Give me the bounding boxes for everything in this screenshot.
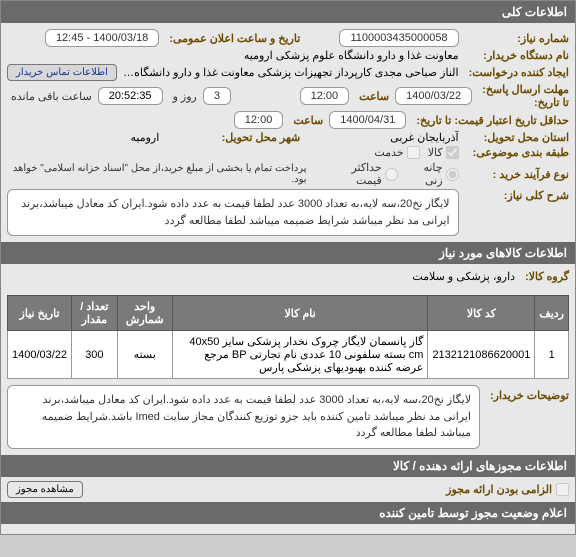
label-creator: ایجاد کننده درخواست: bbox=[465, 66, 569, 79]
label-deadline: مهلت ارسال پاسخ:تا تاریخ: bbox=[478, 83, 569, 109]
cell-date: 1400/03/22 bbox=[8, 331, 72, 379]
label-time-1: ساعت bbox=[355, 90, 389, 103]
value-deadline-date: 1400/03/22 bbox=[395, 87, 472, 105]
goods-service-radio: کالا خدمت bbox=[306, 146, 458, 159]
label-announce-dt: تاریخ و ساعت اعلان عمومی: bbox=[165, 32, 300, 45]
value-creator: الناز صباحی مجدی کارپرداز تجهیزات پزشکی … bbox=[123, 66, 459, 79]
process-radio: چانه زنی حداکثر قیمت پرداخت تمام یا بخشی… bbox=[7, 161, 459, 187]
table-row[interactable]: 1 2132121086620001 گاز پانسمان لایگاز چر… bbox=[8, 331, 569, 379]
cell-name: گاز پانسمان لایگاز چروک نخدار پزشکی سایز… bbox=[172, 331, 428, 379]
value-buyer-notes: لایگاز نخ20،سه لایه،به تعداد 3000 عدد لط… bbox=[7, 385, 480, 449]
section-header-supplier-status: اعلام وضعیت مجوز توسط تامین کننده bbox=[1, 502, 575, 524]
value-remain-days: 3 bbox=[203, 87, 231, 105]
radio-goods[interactable]: کالا bbox=[428, 146, 459, 159]
label-remain: ساعت باقی مانده bbox=[7, 90, 92, 103]
label-time-2: ساعت bbox=[289, 114, 323, 127]
value-desc: لایگاز نخ20،سه لایه،به تعداد 3000 عدد لط… bbox=[7, 189, 459, 236]
col-name: نام کالا bbox=[172, 296, 428, 331]
section-header-items: اطلاعات کالاهای مورد نیاز bbox=[1, 242, 575, 264]
value-buyer-name: معاونت غذا و دارو دانشگاه علوم پزشکی ارو… bbox=[7, 49, 459, 62]
label-desc: شرح کلی نیاز: bbox=[465, 189, 569, 202]
col-unit: واحد شمارش bbox=[117, 296, 172, 331]
radio-max-price[interactable]: حداکثر قیمت bbox=[327, 161, 398, 187]
label-buyer-name: نام دستگاه خریدار: bbox=[465, 49, 569, 62]
col-qty: تعداد / مقدار bbox=[72, 296, 118, 331]
value-validity-date: 1400/04/31 bbox=[329, 111, 406, 129]
section-header-permits: اطلاعات مجوزهای ارائه دهنده / کالا bbox=[1, 455, 575, 477]
radio-service[interactable]: خدمت bbox=[374, 146, 419, 159]
table-header-row: ردیف کد کالا نام کالا واحد شمارش تعداد /… bbox=[8, 296, 569, 331]
value-deadline-time: 12:00 bbox=[300, 87, 350, 105]
label-province: استان محل تحویل: bbox=[465, 131, 569, 144]
col-idx: ردیف bbox=[535, 296, 569, 331]
main-form: اطلاعات کلی شماره نیاز: 1100003435000058… bbox=[0, 0, 576, 535]
label-budget: طبقه بندی موضوعی: bbox=[465, 146, 569, 159]
label-item-group: گروه کالا: bbox=[521, 270, 569, 283]
contact-info-button[interactable]: اطلاعات تماس خریدار bbox=[7, 64, 117, 81]
cell-unit: بسته bbox=[117, 331, 172, 379]
value-item-group: دارو، پزشکی و سلامت bbox=[412, 270, 515, 283]
items-table: ردیف کد کالا نام کالا واحد شمارش تعداد /… bbox=[7, 295, 569, 379]
value-remain-time: 20:52:35 bbox=[98, 87, 163, 105]
value-validity-time: 12:00 bbox=[234, 111, 284, 129]
label-process: نوع فرآیند خرید : bbox=[465, 168, 569, 181]
label-need-no: شماره نیاز: bbox=[465, 32, 569, 45]
view-permit-button[interactable]: مشاهده مجوز bbox=[7, 481, 83, 498]
value-announce-dt: 1400/03/18 - 12:45 bbox=[45, 29, 159, 47]
cell-code: 2132121086620001 bbox=[428, 331, 535, 379]
budget-note: پرداخت تمام یا بخشی از مبلغ خرید،از محل … bbox=[7, 161, 311, 187]
permit-required-check[interactable]: الزامی بودن ارائه مجوز bbox=[446, 483, 569, 496]
col-code: کد کالا bbox=[428, 296, 535, 331]
section-header-general: اطلاعات کلی bbox=[1, 1, 575, 23]
value-city: ارومیه bbox=[7, 131, 159, 144]
label-city: شهر محل تحویل: bbox=[165, 131, 300, 144]
label-day: روز و bbox=[169, 90, 197, 103]
cell-idx: 1 bbox=[535, 331, 569, 379]
general-form: شماره نیاز: 1100003435000058 تاریخ و ساع… bbox=[1, 23, 575, 242]
value-province: آذربایجان غربی bbox=[306, 131, 458, 144]
label-validity: حداقل تاریخ اعتبار قیمت: تا تاریخ: bbox=[412, 114, 569, 127]
col-date: تاریخ نیاز bbox=[8, 296, 72, 331]
label-buyer-notes: توضیحات خریدار: bbox=[486, 385, 569, 402]
radio-negotiation[interactable]: چانه زنی bbox=[406, 161, 459, 187]
cell-qty: 300 bbox=[72, 331, 118, 379]
value-need-no: 1100003435000058 bbox=[339, 29, 458, 47]
